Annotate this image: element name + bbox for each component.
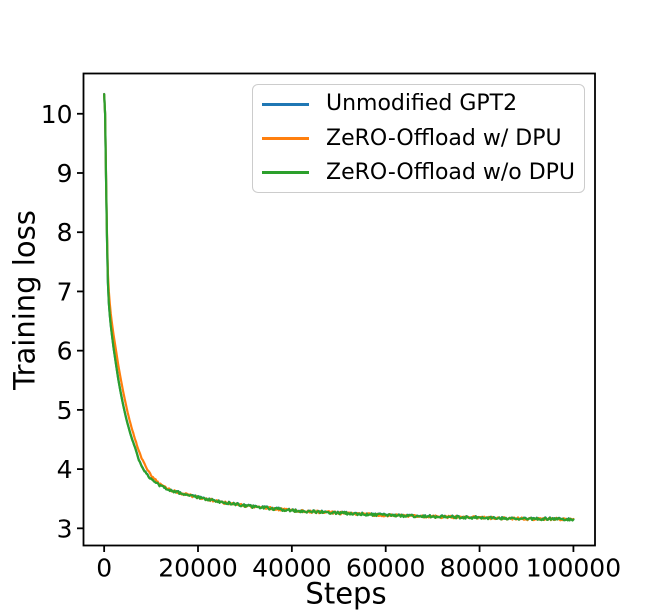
- legend-line-swatch-orange: [262, 137, 309, 140]
- legend-item: Unmodified GPT2: [253, 89, 584, 119]
- x-tick-label: 100000: [526, 554, 621, 583]
- x-tick-label: 80000: [440, 554, 520, 583]
- y-tick-label: 10: [41, 100, 73, 129]
- y-tick-label: 3: [57, 514, 73, 543]
- x-tick-label: 0: [96, 554, 112, 583]
- legend-item: ZeRO-Offload w/ DPU: [253, 124, 584, 154]
- y-tick-label: 5: [57, 396, 73, 425]
- axes-layer: 0 20000 40000 60000 80000 100000 3 4 5 6 7 8 9 10: [41, 72, 621, 583]
- legend-label: ZeRO-Offload w/ DPU: [326, 125, 562, 151]
- y-tick-label: 8: [57, 218, 73, 247]
- y-tick-label: 4: [57, 455, 73, 484]
- x-tick-label: 60000: [346, 554, 426, 583]
- legend-label: Unmodified GPT2: [326, 91, 518, 117]
- x-tick-label: 20000: [158, 554, 238, 583]
- x-axis-label: Steps: [305, 576, 387, 611]
- x-tick-label: 40000: [252, 554, 332, 583]
- series-layer: [103, 92, 575, 522]
- y-tick-label: 7: [57, 277, 73, 306]
- legend-line-swatch-blue: [262, 102, 309, 106]
- legend-item: ZeRO-Offload w/o DPU: [253, 158, 584, 188]
- y-axis-label: Training loss: [7, 210, 42, 390]
- legend-label: ZeRO-Offload w/o DPU: [326, 159, 576, 185]
- legend-line-swatch-green: [262, 171, 309, 175]
- legend: Unmodified GPT2 ZeRO-Offload w/ DPU ZeRO…: [252, 84, 585, 193]
- line-zero-offload-without-dpu: [103, 93, 575, 522]
- plot-border: [82, 72, 596, 547]
- y-tick-label: 6: [57, 337, 73, 366]
- y-tick-label: 9: [57, 159, 73, 188]
